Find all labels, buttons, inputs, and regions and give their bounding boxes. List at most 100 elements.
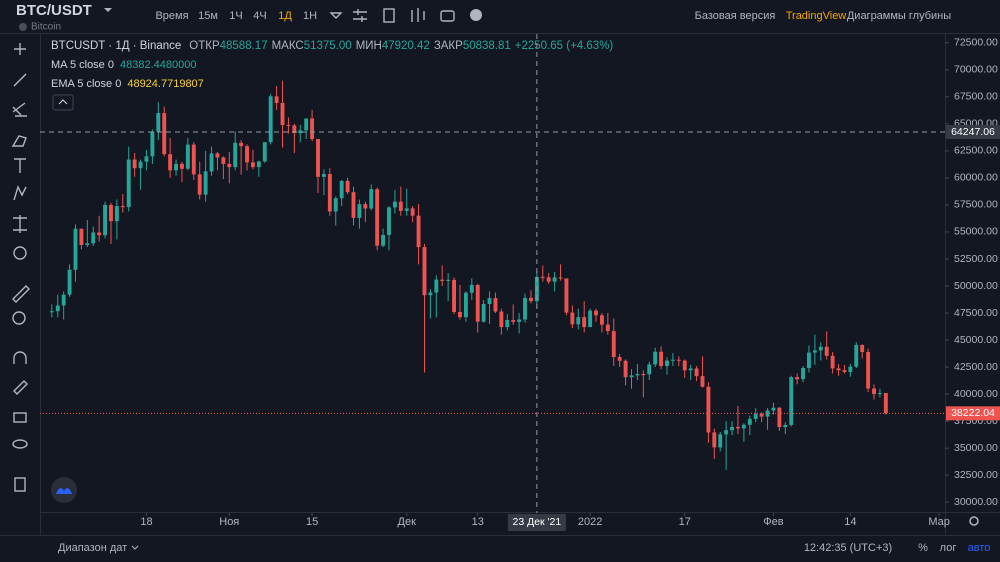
candle-body [162,113,167,155]
add-icon[interactable] [470,9,482,21]
candle-body [422,247,427,296]
candle-body [872,388,876,395]
x-tick-label: Ноя [219,516,239,528]
interval-button[interactable]: 15м [198,10,218,22]
icons-tool[interactable] [13,246,27,260]
candle-body [505,320,510,328]
candle-body [316,139,320,177]
indicators-icon[interactable] [353,9,367,22]
candle-body [369,189,374,209]
text-tool[interactable] [14,158,26,173]
x-tick-label: Дек [398,516,417,528]
candle-body [558,277,563,279]
candle-body [150,131,155,157]
crosshair-date-label: 23 Дек '21 [512,516,561,528]
candle-body [327,174,332,212]
interval-button[interactable]: 1Н [303,10,317,22]
interval-button[interactable]: 4Ч [253,10,266,22]
fib-tool[interactable] [12,102,27,117]
y-tick-label: 50000.00 [954,280,998,292]
symbol[interactable]: BTC/USDT [16,2,92,19]
y-tick-label: 45000.00 [954,334,998,346]
candle-body [854,344,859,367]
candle-body [670,359,675,361]
template-icon[interactable] [383,8,395,23]
interval-button[interactable]: 1Д [278,10,292,22]
x-tick-label: 15 [306,516,318,528]
candle-body [209,153,214,172]
y-tick-label: 47500.00 [954,307,998,319]
interval-button[interactable]: 1Ч [229,10,242,22]
candle-body [434,279,439,293]
y-tick-label: 70000.00 [954,64,998,76]
candle-body [321,174,326,177]
candle-body [771,407,776,411]
candle-body [463,292,468,318]
candle-body [156,113,161,132]
candle-body [552,277,557,282]
pattern-tool[interactable] [13,185,27,201]
lock-tool[interactable] [13,412,27,423]
ohlc-label: МИН [356,40,382,52]
indicator-legend: MA 5 close 0 48382.4480000 [51,59,196,71]
header-link[interactable]: Базовая версия [695,10,776,22]
symbol-dropdown[interactable] [104,8,112,12]
candle-body [268,96,273,143]
brush-tool[interactable] [11,135,27,147]
candle-body [877,393,882,395]
snapshot-icon[interactable] [440,10,455,22]
candle-body [824,346,829,356]
legend-toggle-arrow [58,99,68,105]
trendline-tool[interactable] [13,73,27,87]
ohlc-value: 48588.17 [220,40,268,52]
candle-body [647,364,652,375]
candle-body [227,163,232,168]
y-tick-label: 40000.00 [954,388,998,400]
prediction-tool[interactable] [13,215,27,233]
legend-toggle[interactable] [52,94,74,111]
header-link[interactable]: Диаграммы глубины [847,10,951,22]
candle-body [641,373,646,375]
x-tick-label: 13 [472,516,484,528]
candle-body [233,142,238,168]
header-link[interactable]: TradingView [786,10,847,22]
candle-body [180,163,184,169]
candle-body [730,426,735,431]
candle-body [458,311,462,318]
candle-body [410,208,415,216]
candle-body [605,324,610,332]
change-value: +2250.65 (+4.63%) [515,40,614,52]
scale-option[interactable]: лог [940,542,957,554]
settings-icon[interactable] [969,516,979,526]
scale-option[interactable]: % [918,542,928,554]
crosshair-tool[interactable] [14,43,26,55]
interval-button[interactable]: Время [155,10,188,22]
chart-type-icon[interactable] [411,8,425,22]
candle-body [623,360,628,378]
interval-dropdown[interactable] [329,12,343,19]
x-tick-label: 2022 [578,516,602,528]
candle-body [789,377,794,425]
y-tick-label: 57500.00 [954,199,998,211]
visibility-tool[interactable] [12,439,28,449]
legend-line: BTCUSDT · 1Д · Binance ОТКР48588.17 МАКС51… [51,40,613,52]
y-tick-label: 60000.00 [954,172,998,184]
scale-option[interactable]: авто [968,542,991,554]
candle-body [61,294,66,306]
range-dropdown[interactable] [131,545,139,550]
candle-body [818,346,823,351]
ruler-tool[interactable] [12,285,30,303]
remove-tool[interactable] [14,477,26,492]
candle-body [866,352,871,389]
candle-body [274,96,279,103]
candle-body [475,284,480,322]
zoom-tool[interactable] [12,311,26,325]
y-tick-label: 35000.00 [954,442,998,454]
candle-body [168,154,173,171]
draw-mode-tool[interactable] [13,380,28,395]
magnet-tool[interactable] [13,351,27,364]
candle-body [452,279,457,312]
candle-body [653,351,658,365]
logo-button[interactable] [51,477,77,503]
